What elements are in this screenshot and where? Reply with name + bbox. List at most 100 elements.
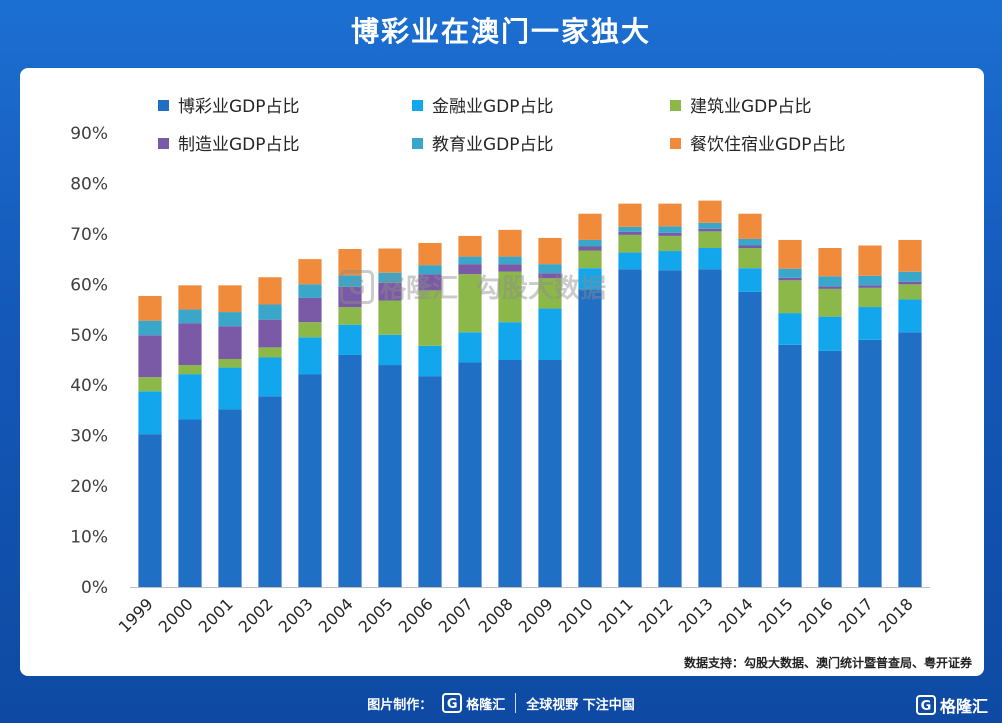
bar-segment [498,256,522,265]
legend-swatch [412,100,423,111]
bar-segment [578,250,602,269]
x-tick-label: 2017 [835,594,877,636]
x-axis: 1999200020012002200320042005200620072008… [115,587,930,637]
brand-logo-icon: G [442,693,463,713]
bar-segment [858,275,882,286]
bar-segment [898,271,922,282]
y-tick-label: 60% [70,275,108,295]
bar-segment [658,251,682,271]
bar-segment [498,322,522,360]
bar-segment [338,307,362,325]
bar-segment [898,299,922,333]
bar-segment [218,358,242,368]
legend-swatch [412,138,423,149]
bar-segment [338,324,362,355]
x-tick-label: 2010 [555,594,597,636]
bar-segment [138,295,162,321]
bar-segment [578,268,602,290]
data-source: 数据支持：勾股大数据、澳门统计暨普查局、粤开证券 [683,656,972,670]
bar-segment [698,231,722,249]
bar-segment [818,350,842,587]
bar-segment [858,245,882,276]
bar-segment [698,248,722,270]
bar-segment [298,337,322,375]
bar-segment [498,264,522,272]
page-title: 博彩业在澳门一家独大 [350,15,651,48]
legend-swatch [158,138,169,149]
bar-segment [738,248,762,269]
bar-segment [778,313,802,345]
bar-segment [418,376,442,587]
x-tick-label: 2012 [635,594,677,636]
bar-segment [298,322,322,338]
bar-segment [218,312,242,327]
bar-segment [458,256,482,265]
bar-segment [618,231,642,235]
x-tick-label: 2004 [315,594,357,636]
bar-segment [578,213,602,240]
y-tick-label: 20% [70,477,108,497]
bar-segment [178,309,202,324]
bar-segment [458,264,482,275]
bar-segment [218,285,242,313]
x-tick-label: 2006 [395,594,437,636]
x-tick-label: 2003 [275,594,317,636]
legend-label: 金融业GDP占比 [432,97,554,117]
bar-segment [658,226,682,233]
bar-segment [578,246,602,251]
bar-segment [338,286,362,308]
bar-segment [658,232,682,236]
bar-segment [378,334,402,366]
footer-slogan: 全球视野 下注中国 [526,697,635,713]
bar-group [138,200,922,587]
chart-card: 博彩业GDP占比 金融业GDP占比 建筑业GDP占比 制造业GDP占比 教育业GDP占比… [20,68,984,676]
bar-segment [178,419,202,587]
bar-segment [138,320,162,336]
bar-segment [898,284,922,300]
bar-segment [898,332,922,587]
bar-segment [898,281,922,285]
bar-segment [818,316,842,351]
footer-brand: G 格隆汇 [442,693,505,713]
bar-segment [618,226,642,232]
y-tick-label: 10% [70,528,108,548]
bar-segment [178,365,202,375]
bar-segment [778,268,802,278]
bar-segment [338,354,362,587]
y-tick-label: 80% [70,174,108,194]
bar-segment [138,377,162,392]
y-tick-label: 50% [70,326,108,346]
bar-segment [218,409,242,587]
bar-segment [818,286,842,289]
bar-segment [138,391,162,435]
legend-label: 博彩业GDP占比 [178,97,300,117]
bar-segment [738,238,762,246]
bar-segment [258,304,282,320]
bar-segment [658,203,682,227]
bar-segment [498,360,522,587]
footer: 图片制作： G 格隆汇 全球视野 下注中国 [0,683,1002,723]
bar-segment [458,332,482,363]
y-tick-label: 70% [70,225,108,245]
x-tick-label: 2016 [795,594,837,636]
footer-label: 图片制作： [367,697,433,713]
legend-label: 教育业GDP占比 [432,135,554,155]
bar-segment [378,365,402,587]
bar-segment [618,203,642,227]
bar-segment [418,242,442,266]
bar-segment [858,287,882,308]
bar-segment [658,235,682,252]
corner-brand-text: 格隆汇 [939,697,988,716]
bar-segment [258,357,282,397]
bar-segment [778,277,802,281]
bar-segment [858,339,882,587]
bar-segment [698,200,722,223]
bar-segment [898,239,922,272]
bar-segment [618,269,642,587]
bar-segment [698,269,722,587]
legend-swatch [670,100,681,111]
legend-swatch [670,138,681,149]
corner-logo-icon: G [915,695,936,715]
